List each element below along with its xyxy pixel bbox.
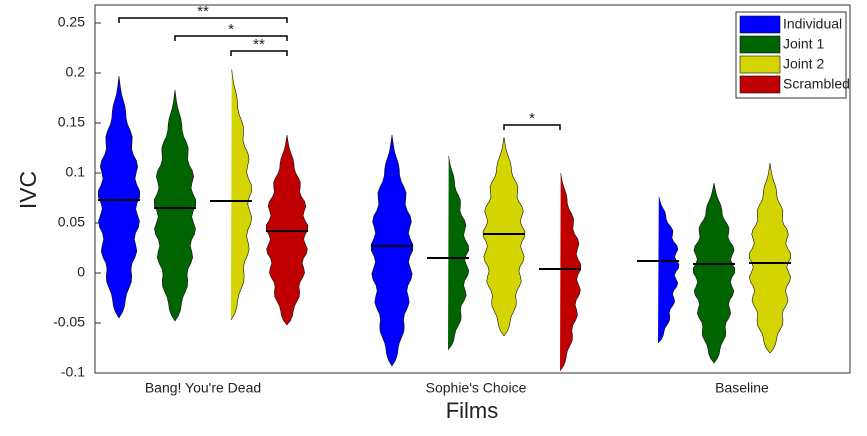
violin <box>98 75 140 319</box>
violin <box>657 196 680 344</box>
x-tick-label: Baseline <box>715 380 769 396</box>
legend-label: Scrambled <box>783 76 850 92</box>
y-tick-label: 0.25 <box>58 14 85 30</box>
x-axis-label: Films <box>446 398 499 423</box>
violin <box>230 69 253 321</box>
violin <box>559 173 582 372</box>
significance-label: ** <box>253 36 265 53</box>
x-tick-label: Sophie's Choice <box>426 380 527 396</box>
y-tick-label: 0.1 <box>66 164 86 180</box>
legend-label: Individual <box>783 16 842 32</box>
significance-label: * <box>228 21 234 38</box>
legend-swatch <box>739 55 781 74</box>
violin <box>154 89 196 322</box>
significance-label: ** <box>197 3 209 20</box>
violin <box>370 134 414 367</box>
violin <box>482 136 526 337</box>
y-tick-label: 0 <box>77 264 85 280</box>
y-tick-label: -0.05 <box>53 314 85 330</box>
y-axis-label: IVC <box>15 171 41 209</box>
violin <box>748 162 792 354</box>
x-tick-label: Bang! You're Dead <box>145 380 261 396</box>
significance-bracket <box>174 35 288 41</box>
y-tick-label: 0.2 <box>66 64 86 80</box>
legend-swatch <box>739 75 781 94</box>
significance-label: * <box>529 110 535 127</box>
significance-bracket <box>230 50 288 56</box>
legend-label: Joint 2 <box>783 56 824 72</box>
significance-bracket <box>503 124 561 130</box>
y-tick-label: -0.1 <box>61 364 85 380</box>
plot-area <box>94 4 851 374</box>
y-tick-label: 0.05 <box>58 214 85 230</box>
violin <box>447 155 470 351</box>
y-tick-label: 0.15 <box>58 114 85 130</box>
legend-swatch <box>739 35 781 54</box>
legend-label: Joint 1 <box>783 36 824 52</box>
significance-bracket <box>118 17 288 23</box>
violin <box>692 182 736 364</box>
legend-swatch <box>739 15 781 34</box>
